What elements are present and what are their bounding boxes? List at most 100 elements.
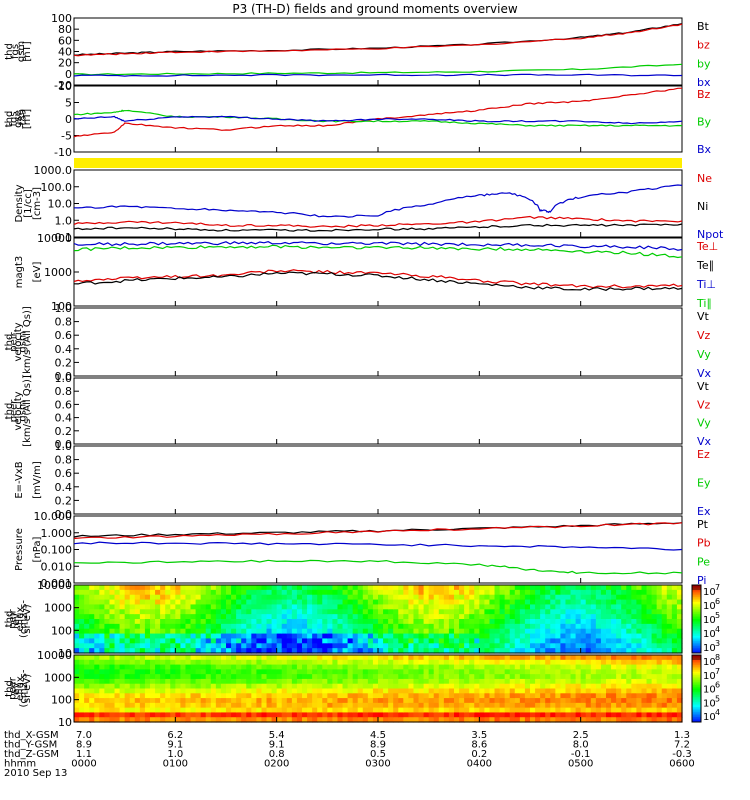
spectrogram-cell: [383, 638, 389, 644]
spectrogram-cell: [606, 604, 612, 610]
spectrogram-cell: [565, 589, 572, 596]
spectrogram-cell: [175, 664, 181, 670]
spectrogram-cell: [454, 678, 460, 685]
spectrogram-cell: [509, 683, 516, 690]
spectrogram-cell: [271, 683, 278, 690]
spectrogram-cell: [231, 683, 237, 690]
spectrogram-cell: [393, 707, 399, 714]
spectrogram-cell: [448, 683, 455, 690]
spectrogram-cell: [641, 628, 648, 635]
spectrogram-cell: [296, 609, 303, 615]
spectrogram-cell: [195, 619, 202, 625]
spectrogram-cell: [372, 585, 379, 591]
spectrogram-cell: [428, 688, 435, 694]
spectrogram-cell: [160, 655, 166, 661]
spectrogram-cell: [220, 638, 227, 644]
spectrogram-cell: [317, 674, 323, 680]
spectrogram-cell: [454, 659, 460, 666]
spectrogram-cell: [433, 693, 440, 699]
spectrogram-cell: [347, 623, 354, 630]
spectrogram-cell: [383, 604, 389, 610]
spectrogram-cell: [590, 599, 597, 606]
y-axis-label: thd: [4, 334, 15, 351]
spectrogram-cell: [656, 698, 663, 704]
spectrogram-cell: [170, 688, 176, 694]
spectrogram-cell: [433, 664, 440, 670]
spectrogram-cell: [641, 683, 648, 690]
spectrogram-cell: [494, 604, 501, 610]
spectrogram-cell: [590, 638, 597, 644]
spectrogram-cell: [317, 717, 323, 723]
spectrogram-cell: [205, 669, 212, 675]
spectrogram-cell: [383, 594, 389, 601]
spectrogram-cell: [185, 688, 192, 694]
spectrogram-cell: [129, 638, 136, 644]
spectrogram-cell: [281, 693, 288, 699]
spectrogram-cell: [676, 712, 683, 718]
spectrogram-cell: [165, 678, 171, 685]
spectrogram-cell: [509, 628, 516, 635]
spectrogram-cell: [408, 664, 415, 670]
spectrogram-cell: [671, 688, 678, 694]
spectrogram-cell: [671, 623, 678, 630]
spectrogram-cell: [114, 619, 121, 625]
spectrogram-cell: [585, 604, 592, 610]
colorbar-swatch: [692, 698, 701, 701]
spectrogram-cell: [160, 623, 166, 630]
spectrogram-cell: [418, 609, 425, 615]
spectrogram-cell: [479, 683, 485, 690]
spectrogram-cell: [418, 648, 425, 654]
spectrogram-cell: [646, 712, 653, 718]
spectrogram-cell: [423, 678, 430, 685]
spectrogram-cell: [616, 659, 622, 666]
spectrogram-cell: [104, 674, 111, 680]
spectrogram-cell: [626, 599, 632, 606]
spectrogram-cell: [124, 619, 131, 625]
spectrogram-cell: [636, 604, 643, 610]
spectrogram-cell: [388, 623, 394, 630]
spectrogram-cell: [220, 614, 227, 620]
y-axis-label: gsm: [18, 400, 29, 421]
spectrogram-cell: [144, 717, 151, 723]
spectrogram-cell: [144, 609, 151, 615]
spectrogram-cell: [438, 604, 445, 610]
spectrogram-cell: [134, 664, 141, 670]
spectrogram-cell: [165, 712, 171, 718]
spectrogram-cell: [357, 623, 364, 630]
spectrogram-cell: [236, 604, 242, 610]
spectrogram-cell: [636, 614, 643, 620]
spectrogram-cell: [357, 628, 364, 635]
spectrogram-cell: [144, 633, 151, 640]
spectrogram-cell: [555, 648, 561, 654]
spectrogram-cell: [312, 589, 318, 596]
spectrogram-cell: [160, 599, 166, 606]
spectrogram-cell: [144, 678, 151, 685]
spectrogram-cell: [509, 589, 516, 596]
spectrogram-cell: [530, 664, 536, 670]
spectrogram-cell: [246, 659, 252, 666]
spectrogram-cell: [337, 688, 344, 694]
spectrogram-cell: [530, 674, 536, 680]
spectrogram-cell: [190, 655, 197, 661]
spectrogram-cell: [621, 589, 627, 596]
spectrogram-cell: [231, 585, 237, 591]
spectrogram-cell: [433, 674, 440, 680]
spectrogram-cell: [195, 628, 202, 635]
spectrogram-cell: [165, 698, 171, 704]
spectrogram-cell: [352, 633, 359, 640]
spectrogram-cell: [454, 655, 460, 661]
spectrogram-cell: [362, 643, 369, 649]
spectrogram-cell: [241, 655, 247, 661]
spectrogram-cell: [621, 698, 627, 704]
orbit-value: -0.3: [672, 749, 692, 760]
spectrogram-cell: [317, 643, 323, 649]
spectrogram-cell: [560, 707, 567, 714]
spectrogram-cell: [484, 688, 491, 694]
spectrogram-cell: [661, 659, 668, 666]
y-axis-label: thd: [4, 403, 15, 420]
spectrogram-cell: [276, 717, 283, 723]
spectrogram-cell: [220, 659, 227, 666]
legend-Vt: Vt: [697, 310, 710, 323]
spectrogram-cell: [170, 717, 176, 723]
spectrogram-cell: [312, 702, 318, 709]
